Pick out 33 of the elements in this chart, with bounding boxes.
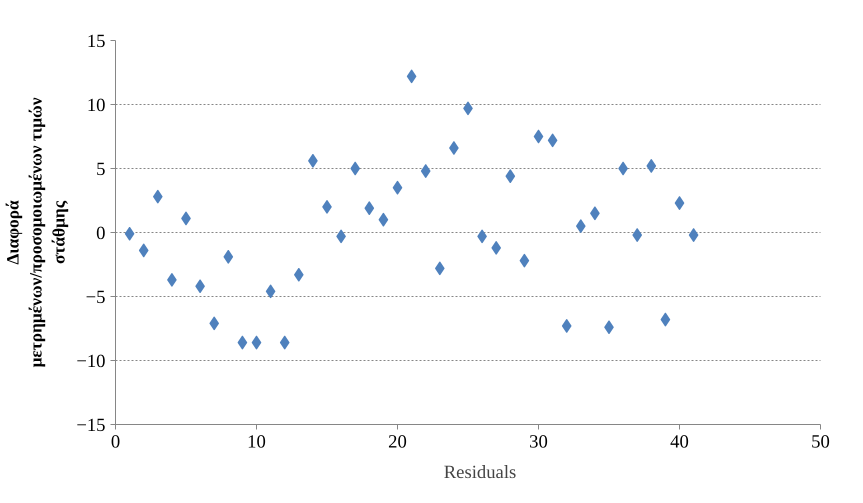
point	[209, 316, 220, 330]
point	[632, 228, 642, 242]
point	[294, 268, 304, 282]
point	[562, 318, 572, 333]
point	[646, 158, 656, 173]
text: Residuals	[444, 462, 516, 484]
y-tick-label: 15	[86, 31, 106, 52]
x-tick-label: 20	[388, 432, 407, 452]
x-tick-label: 0	[110, 432, 120, 452]
x-tick-label: 50	[811, 432, 830, 452]
point	[350, 162, 360, 176]
point	[280, 336, 290, 350]
point	[618, 162, 628, 176]
x-tick-label: 10	[247, 432, 266, 452]
y-tick-label: −10	[76, 351, 106, 372]
point	[152, 190, 163, 204]
point	[223, 250, 234, 264]
y-axis-title: Διαφορά μετρημένων/προσομοιωμένων τιμών στάθμης	[4, 97, 68, 368]
point	[576, 219, 586, 234]
point	[505, 169, 516, 184]
y-tick-label: 0	[96, 223, 106, 244]
y-tick-label: 5	[96, 159, 106, 180]
point	[364, 201, 374, 216]
y-tick-label: 10	[86, 95, 106, 116]
point	[534, 130, 544, 144]
point	[420, 164, 431, 178]
x-tick-label: 40	[670, 432, 689, 452]
point	[434, 261, 445, 276]
x-tick-label: 30	[529, 432, 548, 452]
point	[138, 243, 149, 258]
point	[491, 240, 502, 255]
y-tick-label: −15	[76, 415, 106, 436]
y-tick-label: −5	[86, 287, 106, 308]
